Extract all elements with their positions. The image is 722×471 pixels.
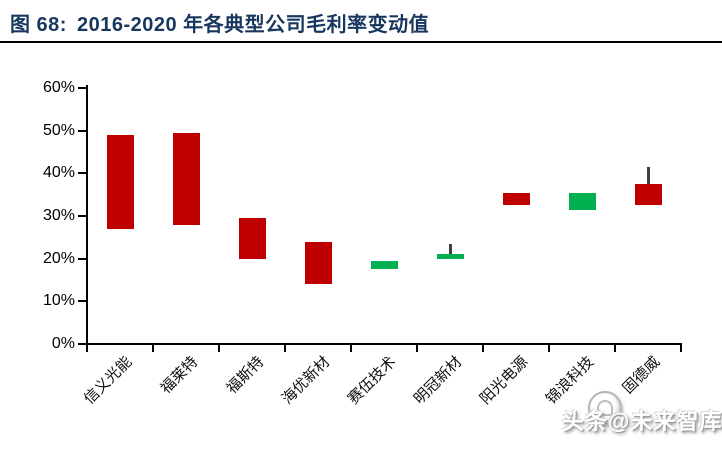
- y-axis-tick-label: 20%: [42, 249, 75, 267]
- y-axis-tick-label: 0%: [51, 335, 75, 352]
- x-axis-tick: [86, 344, 88, 352]
- x-axis-label: 赛伍技术: [344, 353, 400, 408]
- x-axis-tick: [416, 344, 418, 352]
- x-axis-tick: [152, 344, 154, 352]
- x-axis-tick: [218, 344, 220, 352]
- y-axis-tick: [78, 215, 87, 217]
- candle-bar: [436, 254, 464, 259]
- y-axis-tick-label: 10%: [42, 292, 75, 310]
- candle-whisker: [646, 166, 650, 184]
- x-axis-tick: [284, 344, 286, 352]
- x-axis-label: 明冠新材: [410, 353, 466, 408]
- figure-title-text: 2016-2020 年各典型公司毛利率变动值: [76, 14, 430, 36]
- x-axis-label: 福莱特: [157, 353, 202, 398]
- x-axis-label: 阳光电源: [476, 353, 532, 408]
- y-axis-tick-label: 50%: [42, 121, 75, 139]
- candle-bar: [634, 184, 662, 206]
- x-axis-tick: [350, 344, 352, 352]
- y-axis-tick-label: 60%: [42, 79, 75, 96]
- y-axis-tick-label: 40%: [42, 164, 75, 182]
- candle-bar: [568, 192, 596, 210]
- y-axis-tick: [78, 87, 87, 89]
- title-divider: [0, 41, 722, 43]
- x-axis-tick: [614, 344, 616, 352]
- figure-number: 图 68:: [10, 14, 67, 36]
- figure-title: 图 68: 2016-2020 年各典型公司毛利率变动值: [10, 8, 710, 37]
- x-axis-tick: [482, 344, 484, 352]
- y-axis-tick: [78, 300, 87, 303]
- candle-bar: [106, 134, 134, 229]
- candle-bar: [238, 218, 266, 259]
- report-page: 图 68: 2016-2020 年各典型公司毛利率变动值 0% 10% 20% 30% 4…: [0, 8, 722, 436]
- toutiao-logo-icon: [588, 391, 622, 425]
- y-axis-tick: [78, 129, 87, 132]
- watermark: 头条@未来智库: [562, 388, 722, 436]
- candle-bar: [502, 192, 530, 206]
- y-axis-line: [86, 85, 88, 345]
- x-axis-label: 信义光能: [80, 353, 136, 408]
- candle-bar: [172, 132, 200, 225]
- candle-bar: [304, 241, 332, 285]
- y-axis-tick: [78, 343, 87, 345]
- y-axis-tick-label: 30%: [42, 207, 75, 224]
- x-axis-line: [86, 343, 682, 345]
- watermark-text: 头条@未来智库: [562, 409, 722, 434]
- x-axis-tick: [680, 344, 682, 352]
- candle-bar: [370, 260, 398, 270]
- y-axis-tick: [78, 257, 87, 260]
- x-axis-label: 海优新材: [278, 353, 334, 408]
- x-axis-label: 福斯特: [223, 353, 268, 398]
- x-axis-tick: [548, 344, 550, 352]
- y-axis-tick: [78, 172, 87, 175]
- candle-whisker: [448, 243, 452, 255]
